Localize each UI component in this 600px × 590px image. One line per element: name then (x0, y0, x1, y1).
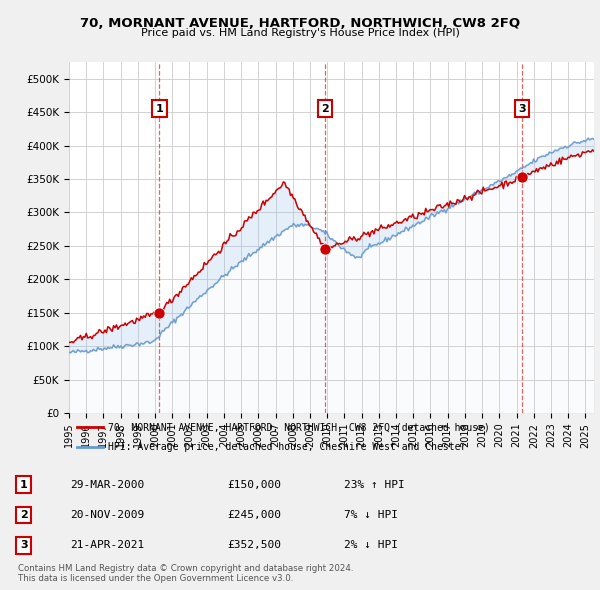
Text: £245,000: £245,000 (227, 510, 281, 520)
Text: 3: 3 (518, 104, 526, 114)
Text: 20-NOV-2009: 20-NOV-2009 (70, 510, 145, 520)
Text: 70, MORNANT AVENUE, HARTFORD, NORTHWICH, CW8 2FQ: 70, MORNANT AVENUE, HARTFORD, NORTHWICH,… (80, 17, 520, 30)
Text: 70, MORNANT AVENUE, HARTFORD, NORTHWICH, CW8 2FQ (detached house): 70, MORNANT AVENUE, HARTFORD, NORTHWICH,… (109, 422, 490, 432)
Text: 1: 1 (155, 104, 163, 114)
Text: 29-MAR-2000: 29-MAR-2000 (70, 480, 145, 490)
Text: £352,500: £352,500 (227, 540, 281, 550)
Text: 2% ↓ HPI: 2% ↓ HPI (344, 540, 398, 550)
Text: £150,000: £150,000 (227, 480, 281, 490)
Text: 2: 2 (321, 104, 329, 114)
Text: 7% ↓ HPI: 7% ↓ HPI (344, 510, 398, 520)
Text: 3: 3 (20, 540, 28, 550)
Text: 23% ↑ HPI: 23% ↑ HPI (344, 480, 404, 490)
Text: 1: 1 (20, 480, 28, 490)
Text: Contains HM Land Registry data © Crown copyright and database right 2024.
This d: Contains HM Land Registry data © Crown c… (18, 563, 353, 583)
Text: HPI: Average price, detached house, Cheshire West and Chester: HPI: Average price, detached house, Ches… (109, 442, 467, 452)
Text: Price paid vs. HM Land Registry's House Price Index (HPI): Price paid vs. HM Land Registry's House … (140, 28, 460, 38)
Text: 2: 2 (20, 510, 28, 520)
Text: 21-APR-2021: 21-APR-2021 (70, 540, 145, 550)
